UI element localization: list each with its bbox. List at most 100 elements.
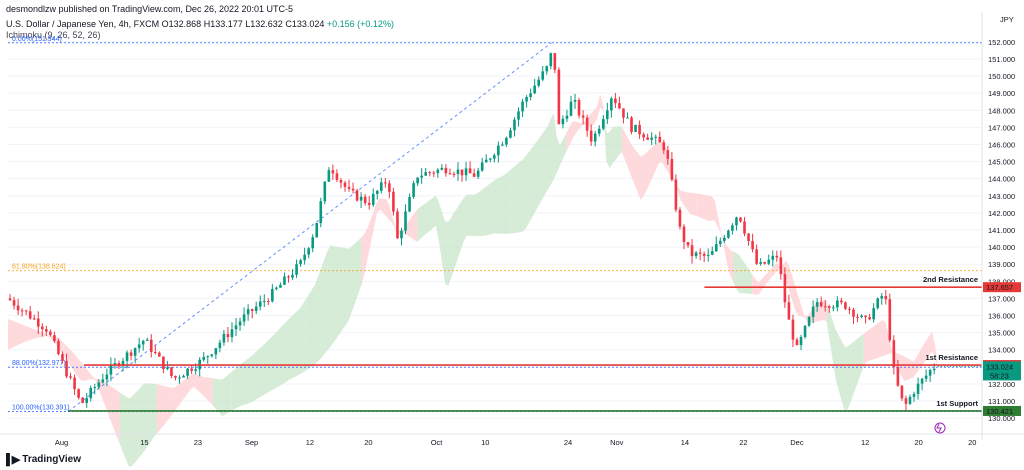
candle-body	[109, 364, 113, 375]
candle-body	[444, 167, 448, 174]
candle-body	[81, 397, 84, 403]
candle-body	[206, 356, 210, 358]
ichimoku-cloud-segment	[640, 141, 660, 200]
candle-body	[327, 170, 331, 182]
candle-body	[622, 108, 625, 118]
candle-body	[541, 71, 545, 80]
replay-icon	[934, 422, 946, 434]
candle-body	[916, 383, 920, 394]
candle-body	[606, 110, 609, 120]
candle-body	[924, 375, 928, 379]
candle-body	[12, 300, 16, 306]
y-tick-label: 138.000	[988, 277, 1015, 286]
candle-body	[626, 117, 629, 119]
candle-body	[170, 367, 173, 377]
candle-body	[896, 367, 900, 386]
candle-body	[795, 339, 799, 346]
ichimoku-cloud-segment	[528, 126, 548, 224]
y-tick-label: 141.000	[988, 226, 1015, 235]
candle-body	[706, 254, 710, 256]
candle-body	[291, 274, 294, 278]
candle-body	[735, 217, 738, 226]
y-tick-label: 149.000	[988, 89, 1015, 98]
x-tick-label: 12	[306, 438, 314, 447]
ichimoku-cloud-segment	[882, 320, 901, 375]
candle-body	[182, 375, 185, 378]
candle-body	[775, 255, 779, 258]
candle-body	[85, 398, 88, 403]
ichimoku-cloud-segment	[268, 320, 288, 393]
candle-body	[682, 226, 686, 243]
ohlc-open: O132.868	[161, 19, 202, 29]
candle-body	[456, 169, 460, 175]
ichimoku-cloud-segment	[380, 198, 399, 236]
tradingview-logo-text: TradingView	[22, 454, 81, 465]
candle-body	[436, 169, 440, 174]
y-tick-label: 134.000	[988, 346, 1015, 355]
ohlc-high: H133.177	[203, 19, 243, 29]
candle-body	[743, 221, 746, 234]
ichimoku-cloud-segment	[733, 251, 753, 294]
ichimoku-cloud-segment	[101, 380, 120, 444]
indicator-label[interactable]: Ichimoku (9, 26, 52, 26)	[6, 30, 101, 40]
candle-body	[497, 145, 500, 156]
candle-body	[868, 317, 871, 320]
candle-body	[488, 158, 492, 160]
x-tick-label: Dec	[790, 438, 804, 447]
candle-body	[295, 264, 298, 275]
candle-body	[852, 309, 855, 317]
candle-body	[759, 262, 762, 264]
candle-body	[767, 259, 771, 264]
candle-body	[424, 172, 427, 176]
ichimoku-cloud-segment	[361, 198, 381, 285]
candle-body	[166, 367, 169, 370]
ichimoku-cloud-segment	[677, 187, 697, 217]
ichimoku-cloud-segment	[417, 195, 436, 242]
candle-body	[396, 211, 399, 239]
candle-body	[408, 196, 411, 212]
candle-body	[214, 348, 218, 355]
candle-body	[416, 177, 419, 184]
ichimoku-cloud-segment	[435, 195, 455, 286]
ichimoku-cloud-segment	[547, 113, 567, 191]
x-tick-label: 20	[915, 438, 923, 447]
y-tick-label: 152.000	[988, 38, 1015, 47]
candle-body	[565, 115, 569, 119]
candle-body	[880, 296, 884, 299]
candle-body	[125, 352, 129, 361]
candle-body	[432, 172, 436, 174]
y-tick-label: 150.000	[988, 72, 1015, 81]
ichimoku-cloud-segment	[603, 106, 622, 169]
ichimoku-cloud-segment	[194, 373, 213, 406]
candle-body	[218, 342, 222, 349]
candle-body	[24, 310, 28, 312]
candle-body	[279, 284, 282, 288]
candle-body	[141, 340, 145, 345]
candle-body	[815, 302, 819, 307]
candle-body	[791, 319, 795, 340]
candle-body	[799, 337, 803, 346]
candle-body	[912, 393, 916, 397]
candle-body	[186, 368, 189, 376]
candle-body	[283, 276, 286, 285]
replay-icon-bolt	[936, 423, 942, 433]
ichimoku-cloud-segment	[45, 333, 64, 356]
candle-body	[807, 317, 811, 326]
candle-body	[840, 300, 843, 303]
candle-body	[634, 124, 637, 132]
ichimoku-cloud-segment	[491, 169, 511, 235]
ichimoku-cloud-segment	[807, 300, 827, 324]
y-tick-label: 143.000	[988, 192, 1015, 201]
tradingview-logo: ▌▶ TradingView	[6, 453, 81, 466]
candle-body	[238, 321, 242, 326]
candle-body	[65, 360, 68, 377]
candle-body	[650, 137, 654, 140]
candle-body	[932, 368, 936, 371]
candle-body	[573, 100, 577, 102]
y-tick-label: 146.000	[988, 140, 1015, 149]
candle-body	[32, 318, 36, 320]
candle-body	[384, 182, 387, 184]
level-label: 2nd Resistance	[923, 275, 978, 284]
fib-level-label: 61.80%(138.624)	[12, 264, 66, 271]
